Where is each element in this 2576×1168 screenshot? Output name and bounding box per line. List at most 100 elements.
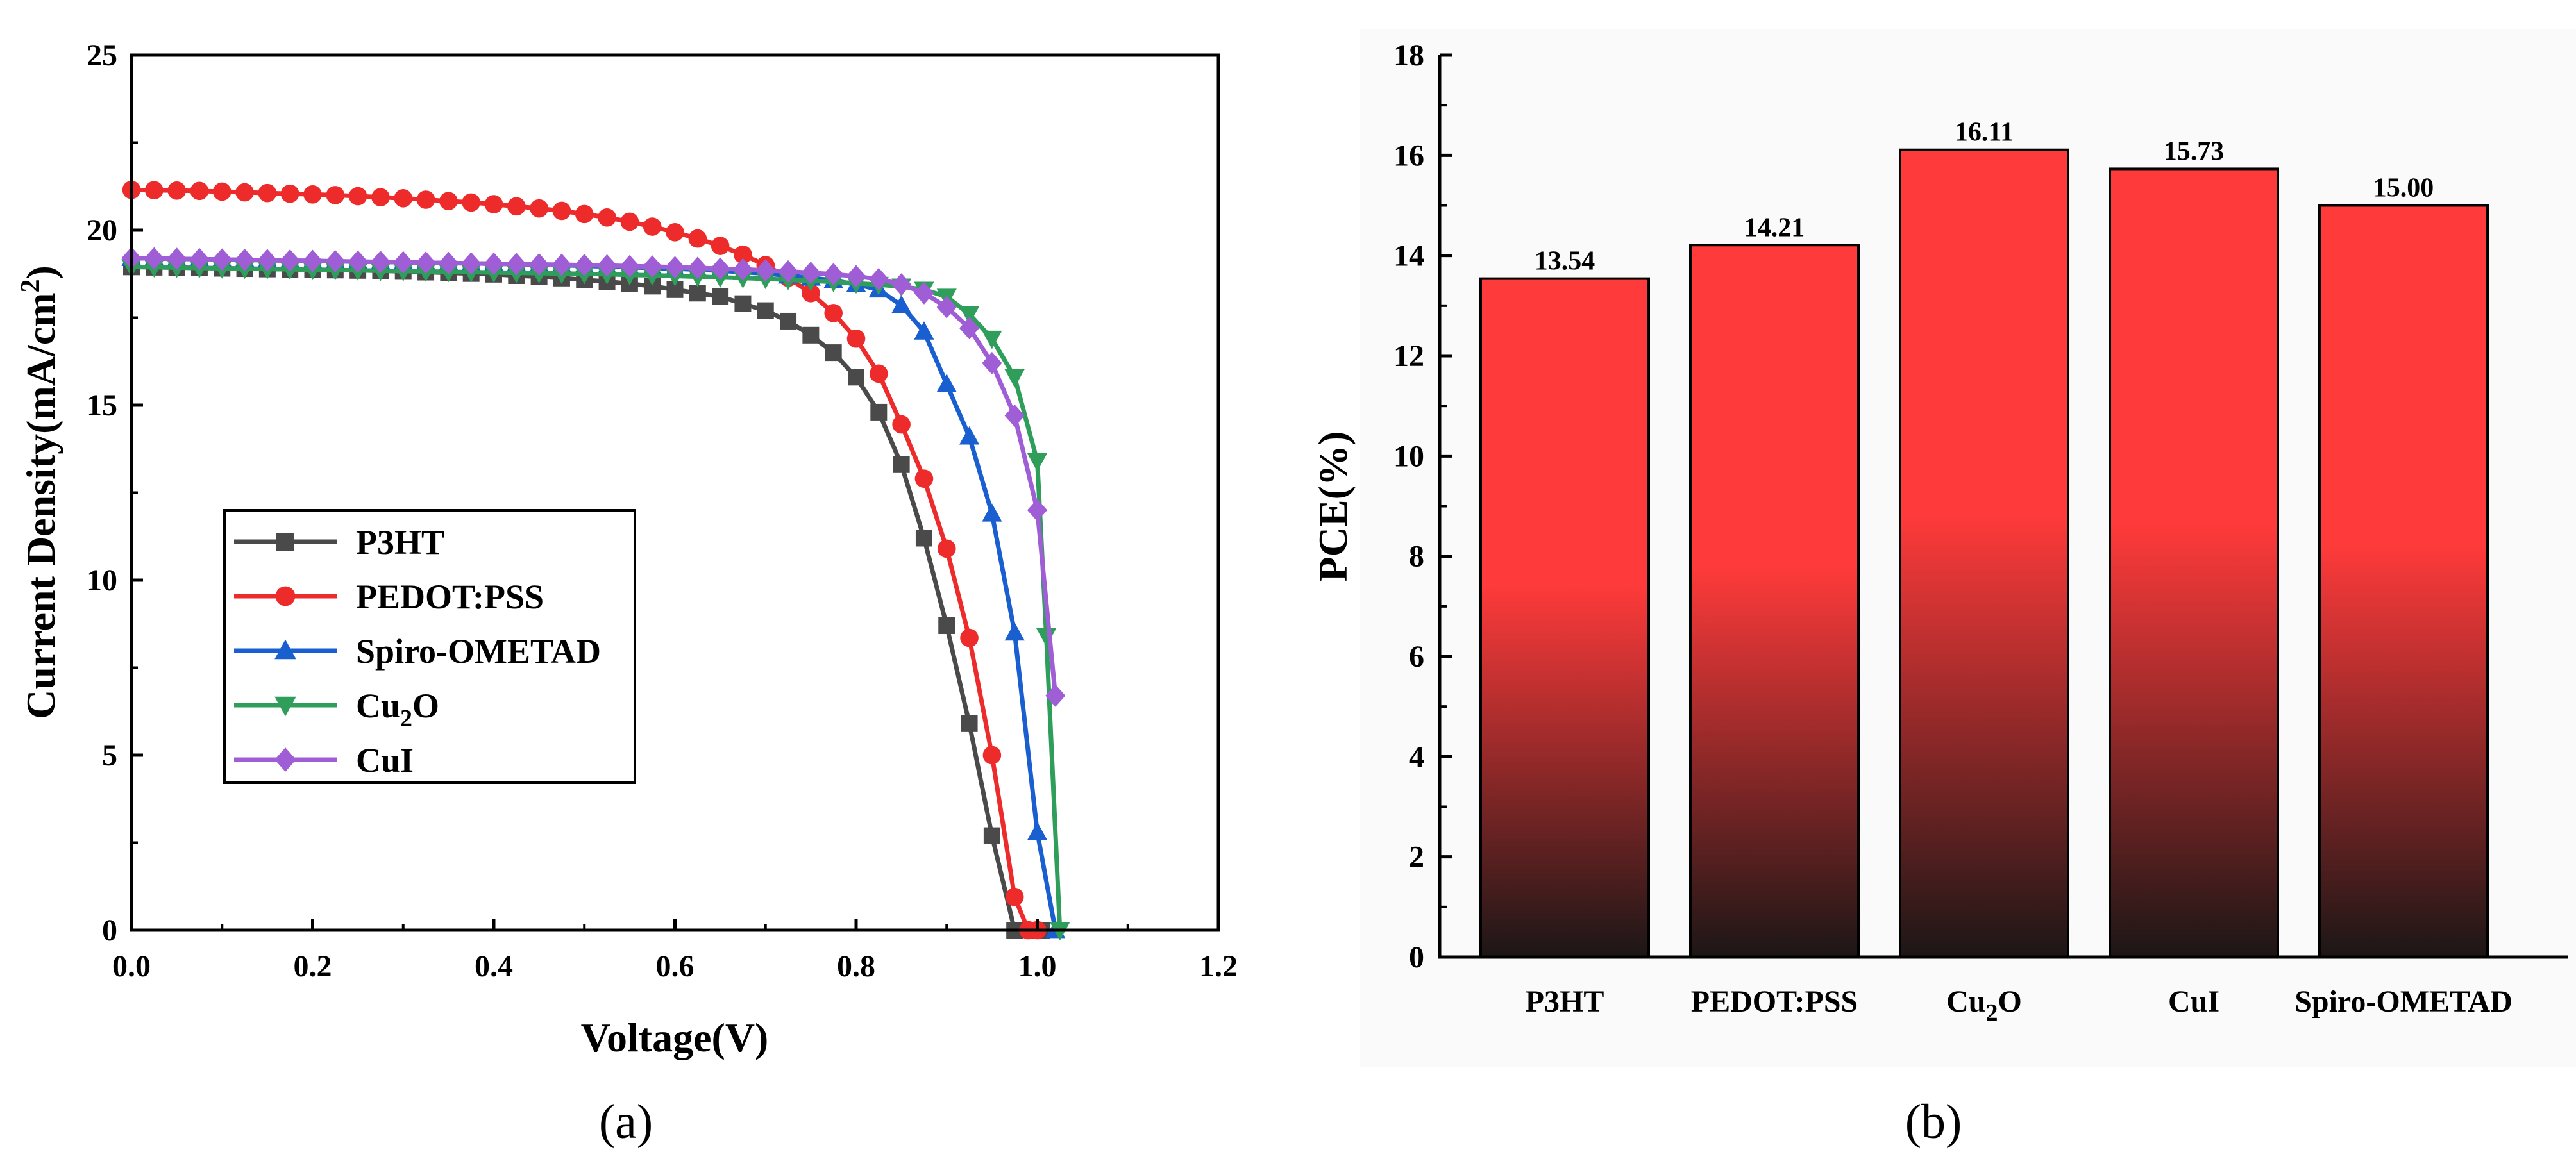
- x-tick-label: 0.6: [656, 949, 695, 983]
- y-tick-label: 12: [1393, 339, 1424, 373]
- x-tick-label: CuI: [2168, 985, 2219, 1019]
- data-point: [167, 181, 186, 200]
- data-point: [757, 302, 774, 319]
- legend-marker: [274, 747, 296, 772]
- legend-marker: [275, 586, 296, 606]
- data-point: [868, 267, 889, 290]
- x-tick-label: PEDOT:PSS: [1691, 985, 1858, 1019]
- data-point: [732, 258, 753, 281]
- y-tick-label: 14: [1393, 239, 1424, 273]
- data-point: [870, 364, 888, 383]
- chart-a-y-axis: 0 5 10 15 20 25: [87, 38, 143, 947]
- chart-b: 13.54 14.21 16.11 15.73 15.00 0 2 4 6 8 10 12 14 16 1…: [1310, 29, 2576, 1149]
- legend-marker: [274, 639, 296, 660]
- data-point: [1036, 628, 1057, 647]
- data-point: [734, 295, 752, 312]
- data-point: [891, 273, 912, 296]
- data-point: [982, 330, 1002, 349]
- chart-a-caption: (a): [599, 1095, 653, 1149]
- chart-b-x-axis: P3HT PEDOT:PSS Cu2O CuI Spiro-OMETAD: [1526, 985, 2513, 1026]
- y-tick-label: 6: [1409, 640, 1424, 674]
- data-point: [145, 181, 164, 200]
- data-point: [848, 369, 864, 386]
- y-tick-label: 10: [87, 563, 117, 597]
- data-point: [325, 250, 346, 273]
- data-point: [371, 188, 390, 206]
- data-point: [1027, 453, 1048, 472]
- data-point: [689, 285, 706, 302]
- data-point: [846, 265, 866, 288]
- data-point: [825, 344, 842, 362]
- data-point: [190, 181, 209, 201]
- chart-a: 0.0 0.2 0.4 0.6 0.8 1.0 1.2 0 5 10 15 20 25 Voltage…: [16, 38, 1238, 1149]
- data-point: [484, 195, 503, 213]
- chart-a-x-axis-title: Voltage(V): [581, 1015, 769, 1060]
- y-tick-label: 20: [87, 213, 117, 247]
- data-point: [915, 530, 932, 547]
- data-point: [416, 251, 436, 274]
- x-tick-label: 1.0: [1018, 949, 1057, 983]
- x-tick-label: 0.4: [475, 949, 513, 983]
- data-point: [734, 245, 752, 264]
- data-point: [914, 321, 934, 340]
- bar-cui: [2109, 167, 2279, 958]
- chart-a-legend: P3HT PEDOT:PSS Spiro-OMETAD Cu2O CuI: [223, 509, 636, 784]
- data-point: [892, 415, 911, 434]
- data-point: [144, 247, 164, 270]
- data-point: [778, 260, 798, 283]
- bar-value-label: 14.21: [1744, 213, 1805, 242]
- data-point: [280, 249, 300, 272]
- data-point: [530, 199, 548, 218]
- data-point: [666, 222, 684, 242]
- legend-item: CuI: [234, 741, 414, 780]
- x-tick-label: 0.0: [112, 949, 151, 983]
- data-point: [983, 827, 1000, 844]
- data-point: [891, 295, 912, 313]
- chart-a-plot-area: [121, 180, 1070, 941]
- bar-value-label: 15.73: [2164, 137, 2225, 166]
- legend-label: Spiro-OMETAD: [356, 632, 601, 671]
- data-point: [212, 248, 232, 271]
- data-point: [257, 249, 278, 272]
- data-point: [802, 326, 820, 344]
- data-point: [1005, 887, 1024, 906]
- data-point: [234, 248, 255, 271]
- bar-value-label: 16.11: [1955, 118, 2014, 147]
- bar-pedot-pss: [1689, 244, 1860, 958]
- data-point: [710, 257, 730, 280]
- bar-value-label: 15.00: [2373, 174, 2434, 203]
- data-point: [961, 715, 978, 732]
- chart-a-x-axis: 0.0 0.2 0.4 0.6 0.8 1.0 1.2: [112, 919, 1238, 983]
- data-point: [982, 351, 1002, 375]
- data-point: [937, 539, 956, 558]
- data-point: [938, 617, 955, 634]
- data-point: [303, 185, 322, 204]
- data-point: [235, 183, 254, 202]
- y-tick-label: 16: [1393, 138, 1424, 172]
- bar-spiro-ometad: [2318, 204, 2489, 958]
- legend-item: Spiro-OMETAD: [234, 632, 601, 671]
- data-point: [506, 253, 526, 276]
- x-tick-label: Spiro-OMETAD: [2294, 985, 2513, 1019]
- y-tick-label: 15: [87, 388, 117, 422]
- data-point: [529, 253, 550, 276]
- data-point: [960, 628, 979, 647]
- series-cui: [121, 247, 1066, 707]
- y-tick-label: 4: [1409, 740, 1424, 774]
- data-point: [393, 251, 414, 274]
- data-point: [189, 247, 210, 271]
- data-point: [212, 182, 232, 201]
- chart-a-y-axis-title: Current Density(mA/cm2): [16, 265, 63, 719]
- data-point: [687, 256, 708, 279]
- data-point: [1004, 404, 1025, 427]
- y-tick-label: 0: [1409, 940, 1424, 974]
- y-tick-label: 25: [87, 38, 117, 72]
- data-point: [619, 254, 640, 278]
- data-point: [167, 247, 187, 271]
- data-point: [551, 253, 572, 276]
- data-point: [712, 288, 729, 305]
- bar-cu2o: [1899, 148, 2069, 959]
- data-point: [664, 256, 686, 279]
- data-point: [574, 254, 594, 277]
- data-point: [914, 469, 934, 488]
